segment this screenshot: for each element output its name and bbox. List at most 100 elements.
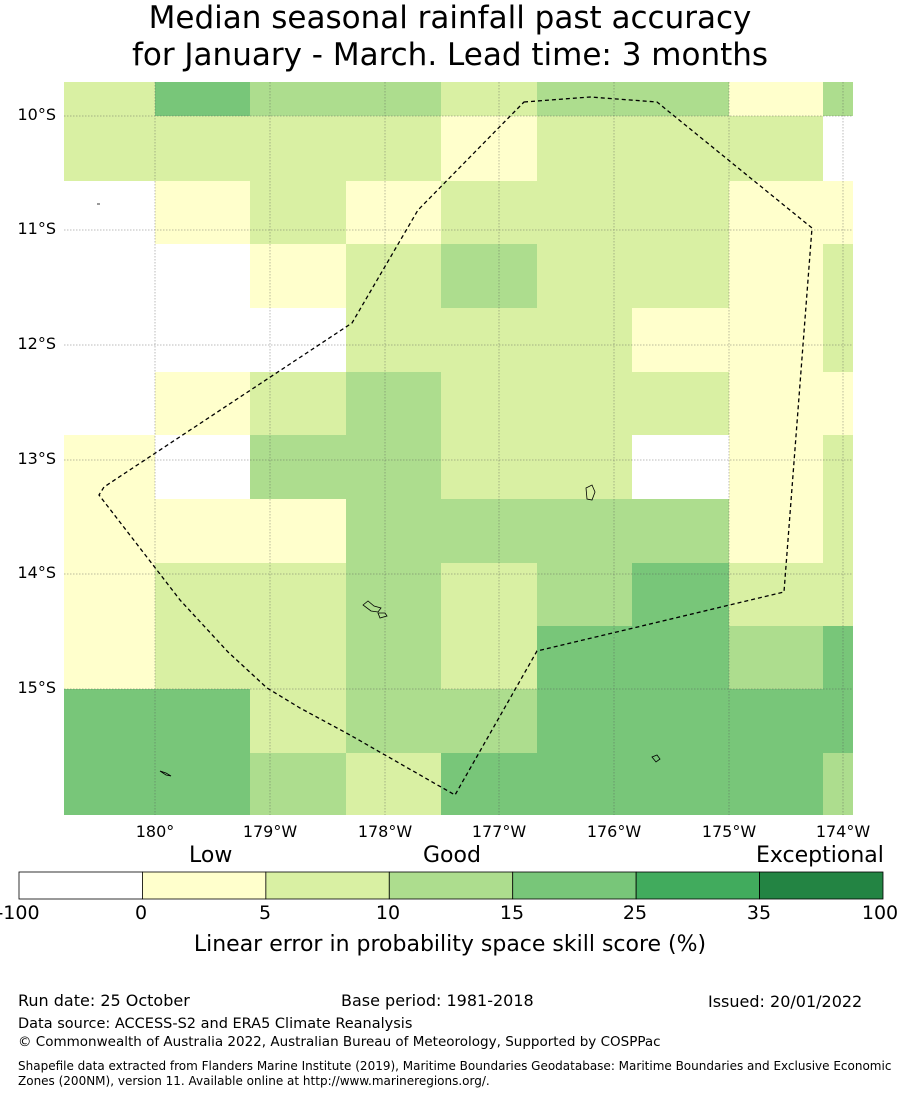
colorbar-tick-25: 25 xyxy=(622,902,648,924)
grid-cell xyxy=(823,563,853,626)
grid-cell xyxy=(441,82,537,116)
grid-cell xyxy=(64,308,155,372)
lat-label-11s: 11°S xyxy=(17,219,56,238)
grid-cell xyxy=(64,116,155,181)
eez-boundary xyxy=(98,96,813,796)
grid-cell xyxy=(632,753,729,815)
grid-cell xyxy=(632,181,729,244)
grid-cell xyxy=(537,308,632,372)
grid-cell xyxy=(346,563,441,626)
grid-cell xyxy=(823,435,853,499)
grid-cell xyxy=(250,689,346,753)
grid-cell xyxy=(729,82,823,116)
lat-label-14s: 14°S xyxy=(17,563,56,582)
grid-cell xyxy=(64,563,155,626)
issued-date: Issued: 20/01/2022 xyxy=(708,992,863,1011)
grid-cell xyxy=(823,116,853,181)
grid-cell xyxy=(537,753,632,815)
lon-label-175w: 175°W xyxy=(701,822,757,841)
grid-cell xyxy=(441,372,537,435)
grid-cell xyxy=(441,308,537,372)
grid-cell xyxy=(64,626,155,689)
grid-cell xyxy=(729,372,823,435)
lat-lon-gridlines xyxy=(64,82,853,815)
grid-cell xyxy=(632,244,729,308)
grid-cell xyxy=(632,499,729,563)
grid-cell xyxy=(155,308,250,372)
grid-cell xyxy=(64,753,155,815)
data-source: Data source: ACCESS-S2 and ERA5 Climate … xyxy=(18,1016,413,1032)
map-title-line-2: for January - March. Lead time: 3 months xyxy=(131,37,769,73)
grid-cell xyxy=(155,372,250,435)
lon-label-178w: 178°W xyxy=(357,822,413,841)
lon-label-174w: 174°W xyxy=(815,822,871,841)
grid-cell xyxy=(823,753,853,815)
colorbar-tick-10: 10 xyxy=(375,902,401,924)
grid-cell xyxy=(537,626,632,689)
island-central xyxy=(362,600,382,613)
colorbar-tick-100: 100 xyxy=(861,902,899,924)
grid-cell xyxy=(729,116,823,181)
lon-label-176w: 176°W xyxy=(586,822,642,841)
grid-cell xyxy=(155,753,250,815)
shapefile-credit-line-2: Zones (200NM), version 11. Available onl… xyxy=(18,1074,490,1088)
grid-cell xyxy=(155,116,250,181)
grid-cell xyxy=(441,181,537,244)
islands xyxy=(97,203,661,777)
grid-cell xyxy=(250,116,346,181)
grid-cell xyxy=(64,689,155,753)
grid-cell xyxy=(250,435,346,499)
grid-cells xyxy=(64,82,853,815)
colorbar-tick-minus100: -100 xyxy=(0,902,40,924)
lon-label-179w: 179°W xyxy=(242,822,298,841)
colorbar-tick-35: 35 xyxy=(746,902,772,924)
grid-cell xyxy=(632,626,729,689)
colorbar-segment xyxy=(265,871,390,900)
grid-cell xyxy=(250,308,346,372)
grid-cell xyxy=(155,82,250,116)
category-low: Low xyxy=(189,843,233,868)
grid-cell xyxy=(250,626,346,689)
grid-cell xyxy=(64,244,155,308)
grid-cell xyxy=(823,82,853,116)
colorbar-label: Linear error in probability space skill … xyxy=(193,932,707,957)
grid-cell xyxy=(823,499,853,563)
grid-cell xyxy=(250,563,346,626)
grid-cell xyxy=(823,244,853,308)
grid-cell xyxy=(537,563,632,626)
grid-cell xyxy=(632,689,729,753)
grid-cell xyxy=(729,753,823,815)
grid-cell xyxy=(632,372,729,435)
grid-cell xyxy=(537,372,632,435)
grid-cell xyxy=(441,626,537,689)
grid-cell xyxy=(441,499,537,563)
skill-score-map xyxy=(64,82,853,815)
lat-label-10s: 10°S xyxy=(17,105,56,124)
colorbar-segment xyxy=(18,871,143,900)
colorbar-segment xyxy=(388,871,514,900)
grid-cell xyxy=(346,308,441,372)
grid-cell xyxy=(250,753,346,815)
grid-cell xyxy=(441,435,537,499)
grid-cell xyxy=(729,308,823,372)
grid-cell xyxy=(250,181,346,244)
grid-cell xyxy=(632,116,729,181)
grid-cell xyxy=(346,499,441,563)
colorbar-tick-0: 0 xyxy=(134,902,148,924)
grid-cell xyxy=(823,181,853,244)
grid-cell xyxy=(729,563,823,626)
grid-cell xyxy=(632,308,729,372)
grid-cell xyxy=(64,82,155,116)
grid-cell xyxy=(155,689,250,753)
grid-cell xyxy=(346,626,441,689)
grid-cell xyxy=(823,372,853,435)
grid-cell xyxy=(155,244,250,308)
copyright: © Commonwealth of Australia 2022, Austra… xyxy=(18,1034,661,1050)
lat-label-13s: 13°S xyxy=(17,449,56,468)
grid-cell xyxy=(346,116,441,181)
grid-cell xyxy=(441,753,537,815)
colorbar-segment xyxy=(512,871,637,900)
grid-cell xyxy=(729,244,823,308)
island-north xyxy=(585,484,596,501)
grid-cell xyxy=(823,689,853,753)
